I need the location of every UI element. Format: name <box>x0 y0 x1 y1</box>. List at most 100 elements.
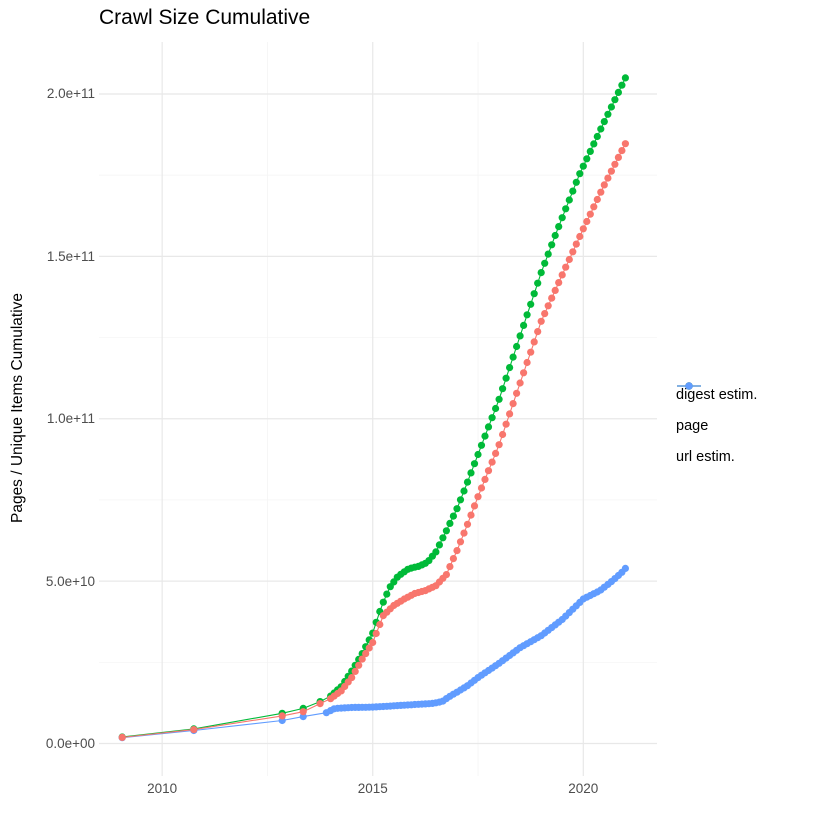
data-point-page <box>607 103 616 111</box>
data-point-page <box>583 155 591 163</box>
data-point-digest-estim <box>190 726 198 734</box>
data-point-page <box>442 527 450 535</box>
data-point-page <box>481 432 489 440</box>
data-point-digest-estim <box>355 661 363 669</box>
data-point-page <box>586 147 594 155</box>
data-point-digest-estim <box>506 410 514 418</box>
data-point-page <box>383 590 391 598</box>
data-point-digest-estim <box>523 358 531 367</box>
series-url-estim <box>118 564 630 742</box>
y-axis-title: Pages / Unique Items Cumulative <box>9 292 26 524</box>
data-point-page <box>565 196 573 204</box>
data-point-digest-estim <box>481 475 489 483</box>
data-point-digest-estim <box>453 547 461 555</box>
data-point-page <box>544 250 552 258</box>
data-point-digest-estim <box>442 571 450 579</box>
y-tick-label: 0.0e+00 <box>45 736 95 752</box>
data-point-digest-estim <box>600 181 608 189</box>
data-point-digest-estim <box>460 529 468 537</box>
series-line-digest-estim <box>122 143 626 738</box>
data-point-page <box>502 374 510 382</box>
data-point-digest-estim <box>534 328 542 336</box>
data-point-page <box>435 541 443 549</box>
data-point-digest-estim <box>590 203 598 211</box>
data-point-digest-estim <box>351 667 359 676</box>
data-point-digest-estim <box>362 650 370 658</box>
data-point-page <box>537 269 545 277</box>
data-point-page <box>555 223 563 231</box>
data-point-digest-estim <box>562 263 570 271</box>
data-point-digest-estim <box>316 700 324 708</box>
data-point-digest-estim <box>565 255 573 264</box>
data-point-digest-estim <box>488 458 496 466</box>
legend-item-page: page <box>676 382 757 441</box>
data-point-digest-estim <box>621 140 630 148</box>
y-tick-label: 2.0e+11 <box>46 86 95 102</box>
series-digest-estim <box>118 140 630 742</box>
data-point-digest-estim <box>611 160 619 168</box>
data-point-digest-estim <box>502 420 510 428</box>
data-point-digest-estim <box>541 310 549 318</box>
data-point-digest-estim <box>513 389 521 397</box>
data-point-digest-estim <box>299 708 307 716</box>
data-point-page <box>562 205 570 213</box>
data-point-url-estim <box>621 564 630 573</box>
data-point-page <box>460 487 468 495</box>
data-point-page <box>558 214 566 222</box>
data-point-digest-estim <box>348 674 356 682</box>
data-point-page <box>499 385 507 393</box>
data-point-page <box>509 353 517 361</box>
data-point-page <box>621 74 630 82</box>
data-point-digest-estim <box>358 655 366 663</box>
data-point-digest-estim <box>593 195 601 204</box>
data-point-digest-estim <box>537 317 545 325</box>
data-point-page <box>484 423 493 431</box>
data-point-digest-estim <box>118 733 126 742</box>
data-point-digest-estim <box>572 240 580 248</box>
y-tick-label: 5.0e+10 <box>45 573 95 589</box>
data-point-digest-estim <box>449 555 457 563</box>
data-point-page <box>614 88 623 96</box>
data-point-digest-estim <box>530 338 538 346</box>
data-point-page <box>534 279 542 287</box>
y-tick-label: 1.5e+11 <box>46 248 95 264</box>
data-point-page <box>576 170 584 178</box>
data-point-digest-estim <box>558 271 566 279</box>
data-point-page <box>467 469 475 477</box>
data-point-page <box>463 478 472 486</box>
data-point-page <box>474 450 482 459</box>
data-point-page <box>590 140 598 148</box>
y-tick-label: 1.0e+11 <box>46 411 95 427</box>
data-point-digest-estim <box>369 638 377 647</box>
legend-label-url-estim: url estim. <box>676 448 735 465</box>
data-point-digest-estim <box>372 629 380 638</box>
data-point-page <box>604 110 612 118</box>
series-line-page <box>122 77 626 738</box>
data-point-page <box>470 460 479 468</box>
data-point-page <box>618 81 626 89</box>
data-point-digest-estim <box>278 712 286 720</box>
legend: digest estim. page url estim. <box>676 379 757 472</box>
data-point-digest-estim <box>544 302 552 310</box>
data-point-digest-estim <box>604 174 612 182</box>
data-point-page <box>572 178 580 186</box>
data-point-page <box>593 132 601 141</box>
data-point-page <box>548 241 556 249</box>
data-point-page <box>495 395 503 403</box>
data-point-digest-estim <box>520 369 528 377</box>
data-point-digest-estim <box>470 502 479 510</box>
legend-label-digest-estim: digest estim. <box>676 386 758 403</box>
data-point-page <box>456 496 465 504</box>
data-point-page <box>516 332 524 340</box>
data-point-page <box>551 231 559 240</box>
data-point-digest-estim <box>516 379 524 387</box>
data-point-page <box>506 364 514 372</box>
legend-item-url-estim: url estim. <box>676 382 757 472</box>
data-point-digest-estim <box>614 153 623 161</box>
legend-key-dot <box>685 382 693 390</box>
data-point-page <box>541 259 549 267</box>
data-point-page <box>600 118 608 126</box>
data-point-page <box>523 311 531 319</box>
